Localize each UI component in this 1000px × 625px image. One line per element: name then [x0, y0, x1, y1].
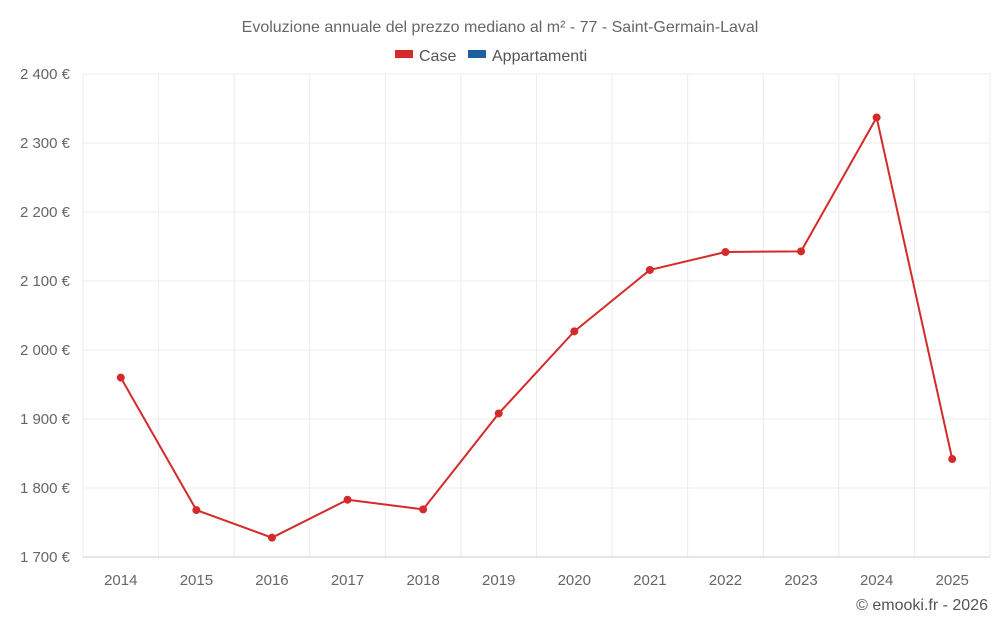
- x-tick-label: 2025: [936, 572, 969, 589]
- data-point-case: [267, 533, 276, 542]
- legend: Case Appartamenti: [395, 48, 587, 65]
- series-case: [116, 113, 957, 542]
- y-axis-tick-labels: 1 700 € 1 800 € 1 900 € 2 000 € 2 100 € 2 200…: [20, 66, 71, 566]
- x-tick-label: 2014: [104, 572, 137, 589]
- legend-swatch-appartamenti: [468, 50, 486, 58]
- data-point-case: [872, 113, 881, 122]
- data-point-case: [721, 248, 730, 257]
- y-tick-label: 2 100 €: [20, 273, 71, 290]
- y-tick-label: 2 000 €: [20, 342, 71, 359]
- x-gridlines: [82, 74, 991, 557]
- data-point-case: [797, 247, 806, 256]
- y-tick-label: 1 700 €: [20, 549, 71, 566]
- legend-label-appartamenti: Appartamenti: [492, 48, 587, 65]
- data-point-case: [570, 327, 579, 336]
- x-tick-label: 2017: [331, 572, 364, 589]
- y-tick-label: 2 300 €: [20, 135, 71, 152]
- series-line-case: [119, 116, 954, 539]
- data-point-case: [948, 455, 957, 464]
- y-tick-label: 1 900 €: [20, 411, 71, 428]
- legend-item-appartamenti[interactable]: Appartamenti: [468, 48, 587, 65]
- legend-label-case: Case: [419, 48, 456, 65]
- data-point-case: [192, 506, 201, 515]
- x-tick-label: 2020: [558, 572, 591, 589]
- y-tick-label: 1 800 €: [20, 480, 71, 497]
- y-tick-label: 2 400 €: [20, 66, 71, 83]
- x-tick-label: 2015: [180, 572, 213, 589]
- data-point-case: [116, 373, 125, 382]
- legend-swatch-case: [395, 50, 413, 58]
- y-tick-label: 2 200 €: [20, 204, 71, 221]
- data-point-case: [419, 505, 428, 514]
- credit-text: © emooki.fr - 2026: [856, 597, 988, 614]
- legend-item-case[interactable]: Case: [395, 48, 456, 65]
- data-point-case: [343, 495, 352, 504]
- x-tick-label: 2021: [633, 572, 666, 589]
- x-tick-label: 2019: [482, 572, 515, 589]
- chart-title: Evoluzione annuale del prezzo mediano al…: [242, 19, 759, 36]
- x-tick-label: 2016: [255, 572, 288, 589]
- data-point-case: [645, 265, 654, 274]
- data-point-case: [494, 409, 503, 418]
- x-tick-label: 2018: [406, 572, 439, 589]
- x-axis-tick-labels: 2014 2015 2016 2017 2018 2019 2020 2021 2022 2023…: [104, 572, 969, 589]
- x-tick-label: 2024: [860, 572, 893, 589]
- x-tick-label: 2023: [784, 572, 817, 589]
- x-tick-label: 2022: [709, 572, 742, 589]
